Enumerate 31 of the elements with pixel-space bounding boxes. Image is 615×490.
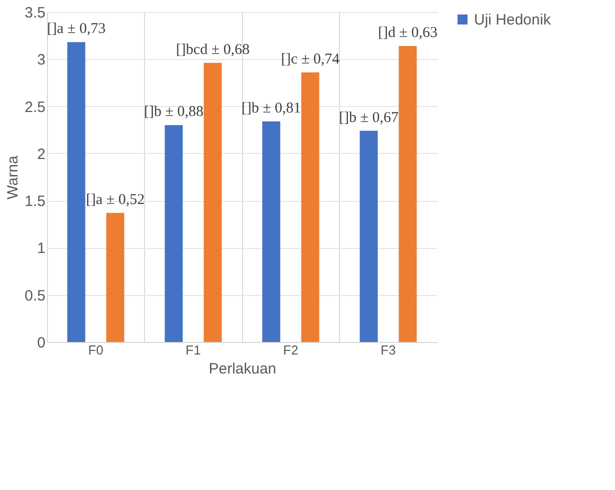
y-tick-label: 0.5 — [24, 287, 46, 304]
bar — [67, 42, 86, 342]
y-axis-title: Warna — [4, 155, 22, 200]
annotation: []c ± 0,74 — [280, 51, 340, 68]
x-tick-label: F1 — [186, 342, 201, 358]
annotation: []a ± 0,52 — [86, 192, 145, 208]
bar — [360, 130, 378, 342]
annotation: []b ± 0,88 — [144, 104, 204, 120]
bar — [301, 72, 320, 342]
bar — [262, 121, 280, 342]
x-tick-label: F3 — [380, 342, 396, 358]
bar — [164, 125, 183, 342]
x-tick-label: F2 — [283, 342, 298, 358]
y-tick-label: 0 — [37, 334, 46, 352]
y-tick-label: 3.5 — [24, 4, 46, 22]
annotation: []bcd ± 0,68 — [176, 42, 250, 58]
bar — [204, 62, 222, 342]
annotation: []b ± 0,67 — [339, 110, 399, 126]
annotation: []a ± 0,73 — [46, 21, 106, 38]
bar — [106, 212, 124, 342]
y-tick-label: 2.5 — [24, 98, 46, 116]
annotation: []d ± 0,63 — [378, 24, 438, 41]
x-tick-label: F0 — [88, 342, 104, 358]
legend-label: Uji Hedonik — [474, 12, 552, 28]
y-tick-label: 3 — [37, 52, 46, 69]
annotation: []b ± 0,81 — [242, 100, 301, 116]
x-axis-title: Perlakuan — [208, 360, 276, 378]
y-tick-label: 2 — [37, 146, 46, 163]
bar — [398, 46, 417, 342]
y-tick-label: 1.5 — [24, 193, 46, 210]
y-tick-label: 1 — [37, 240, 46, 258]
